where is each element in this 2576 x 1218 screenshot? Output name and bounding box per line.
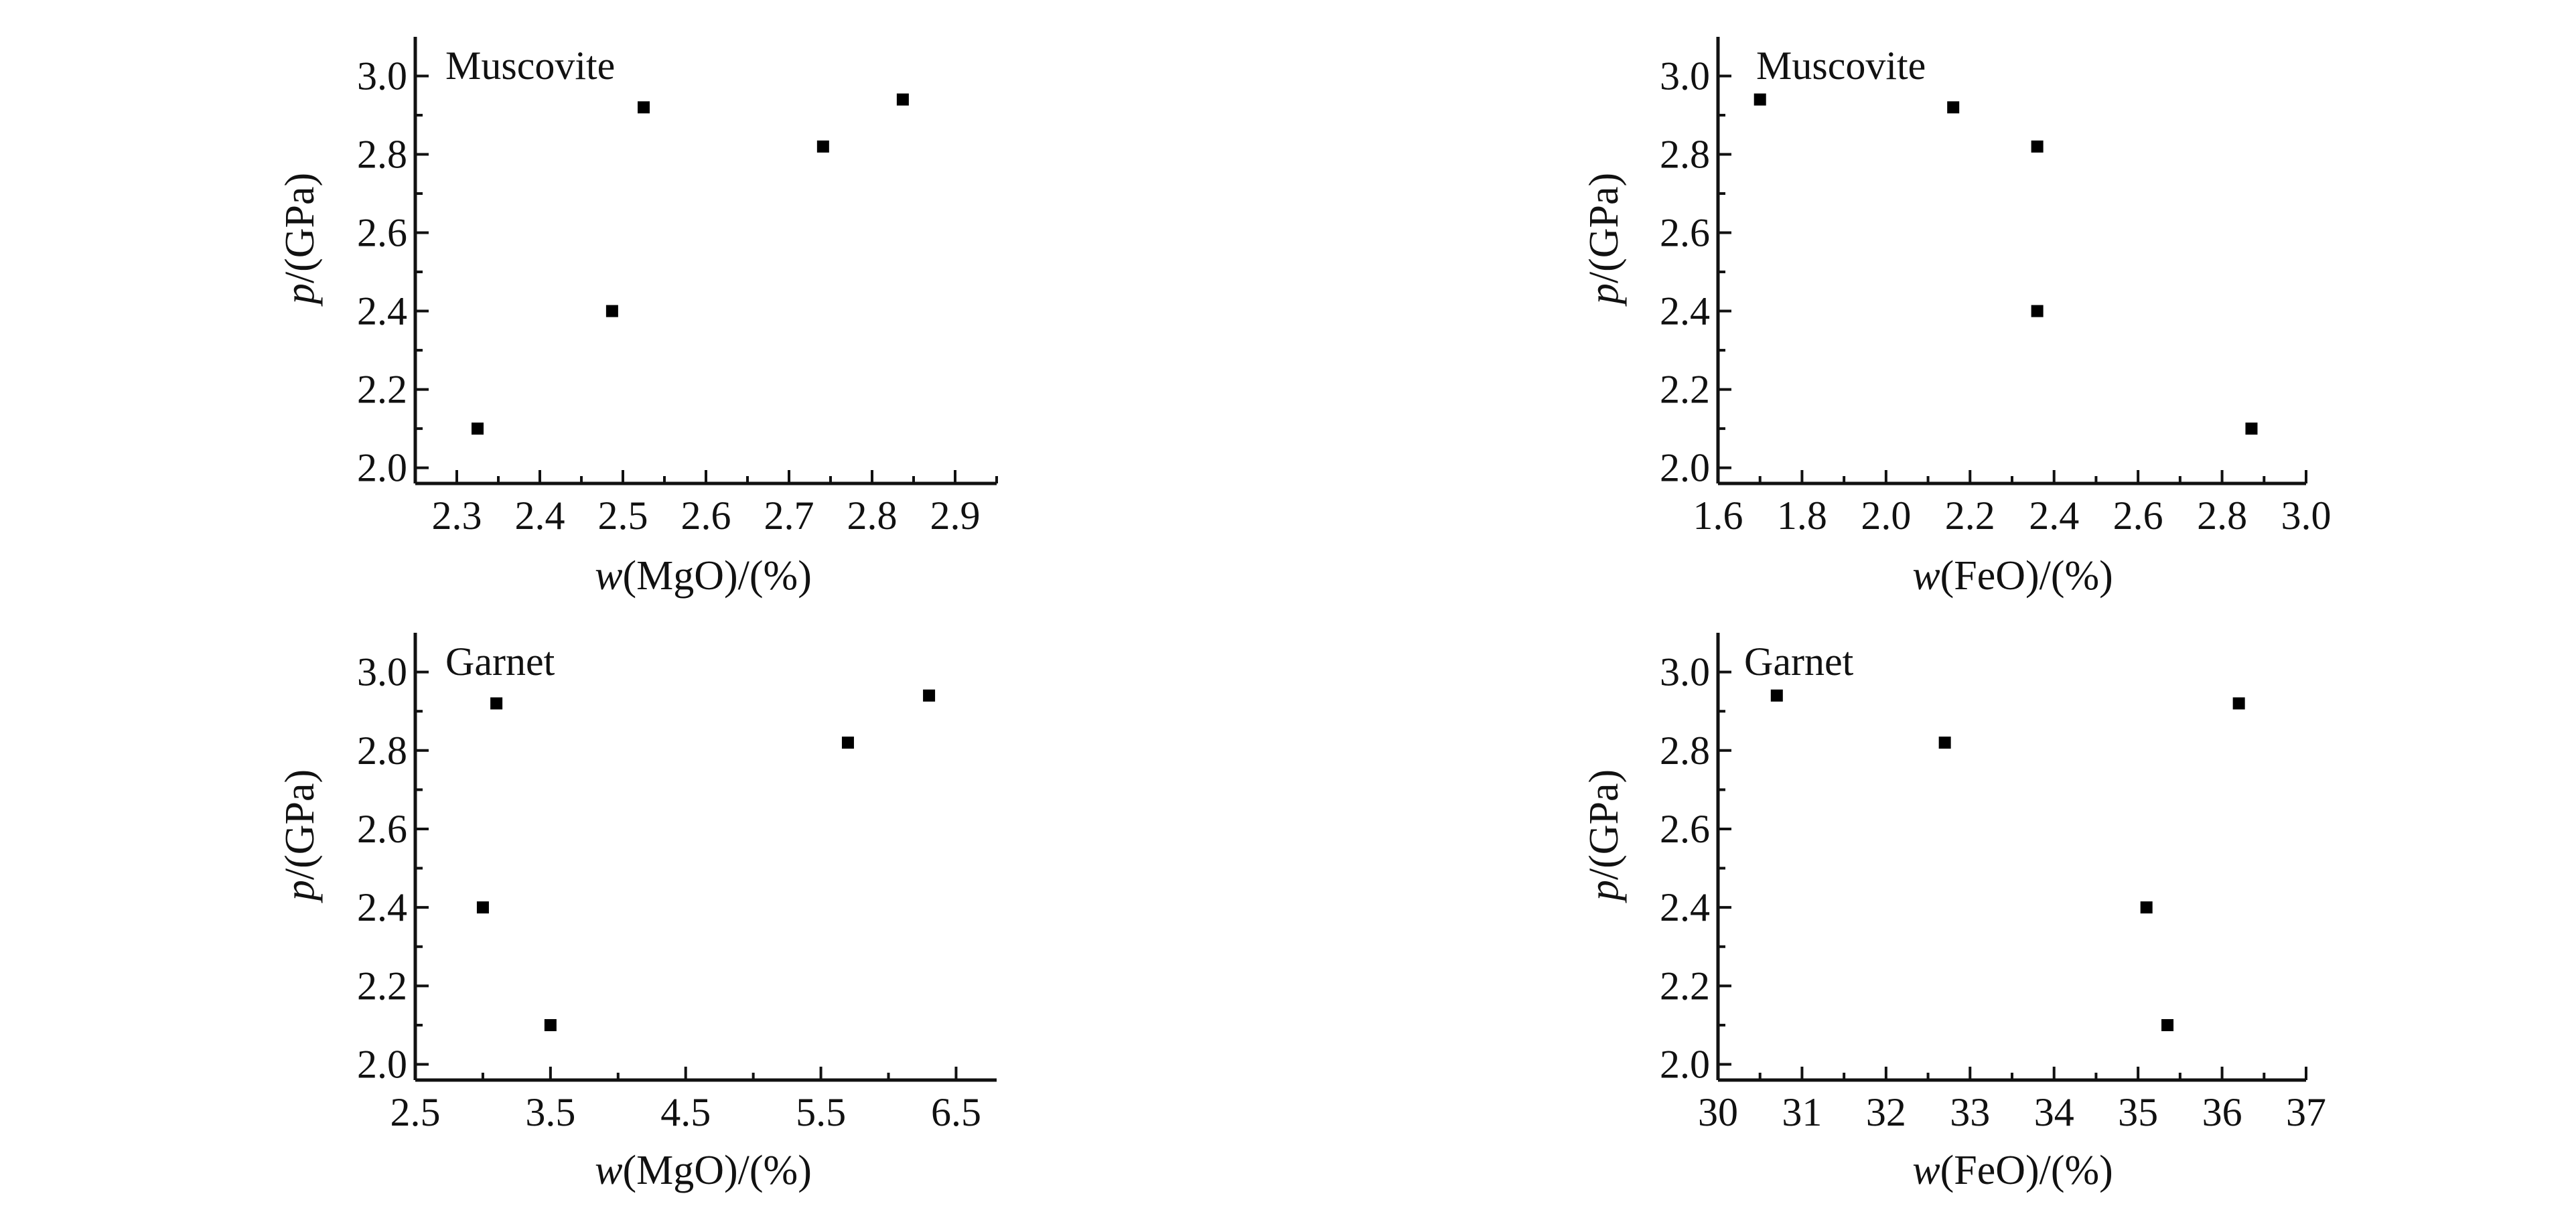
panel-muscovite-feo: Muscovite w(FeO)/(%) p/(GPa) 2.0 2.2 2.4 2.… [1581, 37, 2332, 599]
data-point [2031, 140, 2044, 153]
y-axis-title: p/(GPa) [1581, 173, 1627, 307]
x-tick-label: 33 [1950, 1090, 1990, 1134]
y-tick-label: 2.6 [1660, 807, 1710, 851]
y-tick-label: 2.6 [1660, 211, 1710, 255]
data-point [2031, 305, 2044, 317]
data-point [476, 901, 489, 914]
y-axis-title: p/(GPa) [1581, 769, 1627, 903]
x-tick-label: 2.4 [515, 493, 565, 538]
y-tick-label: 2.2 [357, 368, 407, 412]
y-tick-label: 2.8 [357, 133, 407, 177]
y-tick-label: 2.0 [1660, 446, 1710, 490]
x-tick-label: 3.0 [2281, 493, 2332, 538]
y-tick-label: 2.8 [1660, 133, 1710, 177]
data-point [2245, 423, 2258, 435]
data-point [816, 140, 829, 153]
data-point [2161, 1018, 2174, 1031]
y-tick-label: 3.0 [1660, 54, 1710, 98]
y-axis-title: p/(GPa) [277, 769, 323, 903]
data-point [2232, 697, 2245, 710]
x-tick-label: 30 [1698, 1090, 1738, 1134]
x-tick-label: 2.7 [764, 493, 814, 538]
x-tick-label: 5.5 [796, 1090, 846, 1134]
x-axis-title: w(MgO)/(%) [595, 553, 812, 599]
panel-title: Muscovite [1756, 44, 1926, 88]
y-tick-label: 2.4 [357, 885, 407, 929]
x-tick-label: 1.8 [1777, 493, 1827, 538]
data-point [2140, 901, 2153, 914]
x-tick-label: 2.3 [432, 493, 482, 538]
panel-garnet-mgo: Garnet w(MgO)/(%) p/(GPa) 2.0 2.2 2.4 2.6 2.… [277, 633, 997, 1193]
y-tick-label: 2.2 [1660, 368, 1710, 412]
x-tick-label: 32 [1866, 1090, 1906, 1134]
y-tick-label: 2.4 [1660, 885, 1710, 929]
panel-title: Muscovite [445, 44, 615, 88]
panel-garnet-feo: Garnet w(FeO)/(%) p/(GPa) 2.0 2.2 2.4 2.6 2.… [1581, 633, 2326, 1193]
x-tick-label: 2.5 [390, 1090, 441, 1134]
data-point [605, 305, 618, 317]
data-point [841, 737, 854, 749]
y-tick-label: 2.8 [357, 729, 407, 773]
y-tick-label: 2.8 [1660, 729, 1710, 773]
y-tick-label: 2.0 [357, 1043, 407, 1087]
panel-title: Garnet [1744, 639, 1854, 684]
x-tick-label: 2.6 [2113, 493, 2163, 538]
x-axis-title: w(FeO)/(%) [1912, 553, 2113, 599]
y-tick-label: 2.2 [1660, 964, 1710, 1008]
y-tick-label: 2.4 [1660, 289, 1710, 333]
y-tick-label: 2.6 [357, 807, 407, 851]
data-point [896, 93, 909, 106]
data-point [638, 101, 650, 114]
x-tick-label: 36 [2202, 1090, 2242, 1134]
y-tick-label: 2.4 [357, 289, 407, 333]
y-tick-label: 3.0 [357, 54, 407, 98]
x-tick-label: 3.5 [525, 1090, 575, 1134]
data-point [472, 423, 484, 435]
y-tick-label: 2.0 [1660, 1043, 1710, 1087]
x-tick-label: 35 [2118, 1090, 2158, 1134]
data-point [1947, 101, 1960, 114]
x-tick-label: 2.6 [681, 493, 731, 538]
x-tick-label: 37 [2286, 1090, 2326, 1134]
x-tick-label: 4.5 [660, 1090, 711, 1134]
x-tick-label: 2.5 [598, 493, 648, 538]
x-tick-label: 1.6 [1693, 493, 1743, 538]
y-tick-label: 2.0 [357, 446, 407, 490]
x-tick-label: 2.4 [2029, 493, 2079, 538]
x-tick-label: 31 [1782, 1090, 1822, 1134]
x-tick-label: 34 [2034, 1090, 2074, 1134]
x-tick-label: 2.9 [930, 493, 981, 538]
y-axis-title: p/(GPa) [277, 173, 323, 307]
data-point [923, 689, 936, 702]
data-point [544, 1018, 557, 1031]
y-tick-label: 3.0 [357, 650, 407, 694]
data-point [1754, 93, 1766, 106]
x-axis-title: w(FeO)/(%) [1912, 1148, 2113, 1193]
panel-title: Garnet [445, 639, 555, 684]
x-tick-label: 2.2 [1945, 493, 1995, 538]
y-tick-label: 2.2 [357, 964, 407, 1008]
data-point [1938, 737, 1951, 749]
y-tick-label: 2.6 [357, 211, 407, 255]
y-tick-label: 3.0 [1660, 650, 1710, 694]
x-axis-title: w(MgO)/(%) [595, 1148, 812, 1193]
data-point [1770, 689, 1783, 702]
data-point [490, 697, 503, 710]
x-tick-label: 6.5 [931, 1090, 981, 1134]
panel-muscovite-mgo: Muscovite w(MgO)/(%) p/(GPa) 2.0 2.2 2.4 2.… [277, 37, 998, 599]
x-tick-label: 2.0 [1861, 493, 1911, 538]
x-tick-label: 2.8 [847, 493, 898, 538]
x-tick-label: 2.8 [2197, 493, 2247, 538]
